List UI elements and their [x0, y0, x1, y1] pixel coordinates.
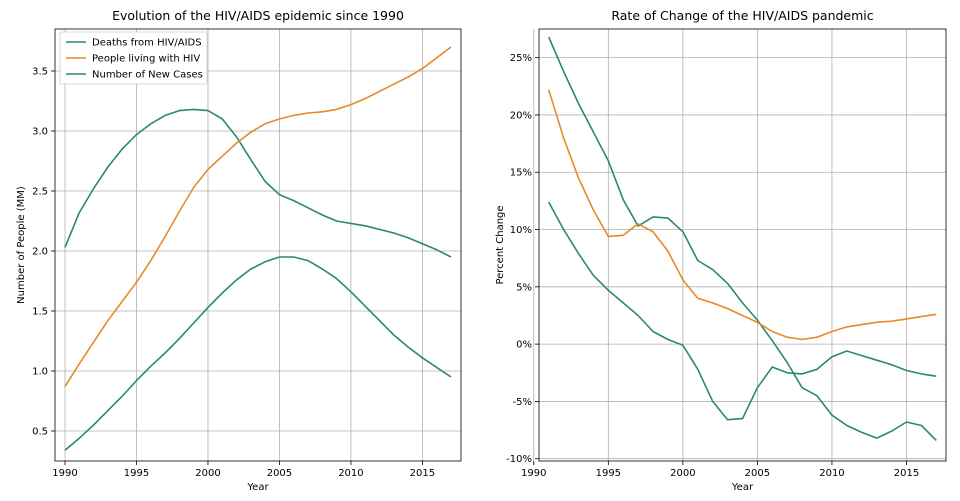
y-tick-label: 2.5 [32, 187, 48, 198]
y-tick-label: 1.5 [32, 307, 48, 318]
plot-area-frame [54, 28, 462, 462]
chart-left: 1990 1995 2000 2005 2010 2015 0.5 1.0 1.5 2.0 2.5 3… [16, 8, 462, 493]
x-tick-label: 2000 [670, 468, 695, 479]
y-tick-label: 2.0 [32, 247, 48, 258]
x-tick-label: 2005 [745, 468, 770, 479]
y-axis-label: Percent Change [495, 205, 506, 284]
x-axis-label: Year [731, 482, 754, 493]
series-line [547, 36, 937, 441]
chart-title: Rate of Change of the HIV/AIDS pandemic [611, 8, 873, 23]
y-tick-label: -5% [513, 397, 532, 408]
legend-entry: Number of New Cases [66, 70, 203, 81]
x-tick-label: 2010 [338, 468, 363, 479]
x-tick-label: 1995 [124, 468, 149, 479]
legend: Deaths from HIV/AIDS People living with … [59, 31, 208, 85]
series-line [64, 108, 452, 258]
y-tick-label: -10% [506, 454, 532, 465]
series-line [64, 46, 452, 388]
x-tick-label: 2015 [894, 468, 919, 479]
legend-box [59, 31, 208, 85]
chart-right: 1990 1995 2000 2005 2010 2015 -10% -5% 0% 5% 10% 15… [495, 8, 947, 493]
y-tick-label: 25% [510, 53, 532, 64]
y-tick-label: 3.0 [32, 127, 48, 138]
legend-label: People living with HIV [92, 54, 200, 65]
legend-entry: People living with HIV [66, 54, 200, 65]
chart-title: Evolution of the HIV/AIDS epidemic since… [112, 8, 404, 23]
legend-entry: Deaths from HIV/AIDS [66, 38, 202, 49]
x-tick-label: 1995 [596, 468, 621, 479]
series-line [547, 89, 937, 341]
x-tick-label: 2000 [195, 468, 220, 479]
y-tick-label: 20% [510, 110, 532, 121]
y-tick-label: 10% [510, 225, 532, 236]
x-tick-label: 2005 [267, 468, 292, 479]
legend-label: Number of New Cases [92, 70, 203, 81]
series-line [547, 201, 937, 421]
y-tick-label: 0% [516, 340, 532, 351]
x-tick-label: 2015 [410, 468, 435, 479]
y-tick-label: 1.0 [32, 367, 48, 378]
plot-area-frame [538, 28, 947, 462]
y-tick-label: 15% [510, 168, 532, 179]
series-line [64, 256, 452, 451]
x-tick-label: 1990 [52, 468, 77, 479]
legend-label: Deaths from HIV/AIDS [92, 38, 202, 49]
x-axis-label: Year [246, 482, 269, 493]
x-tick-label: 1990 [521, 468, 546, 479]
y-axis-label: Number of People (MM) [16, 186, 27, 304]
y-tick-label: 5% [516, 282, 532, 293]
x-tick-label: 2010 [819, 468, 844, 479]
y-tick-label: 0.5 [32, 427, 48, 438]
y-tick-label: 3.5 [32, 67, 48, 78]
